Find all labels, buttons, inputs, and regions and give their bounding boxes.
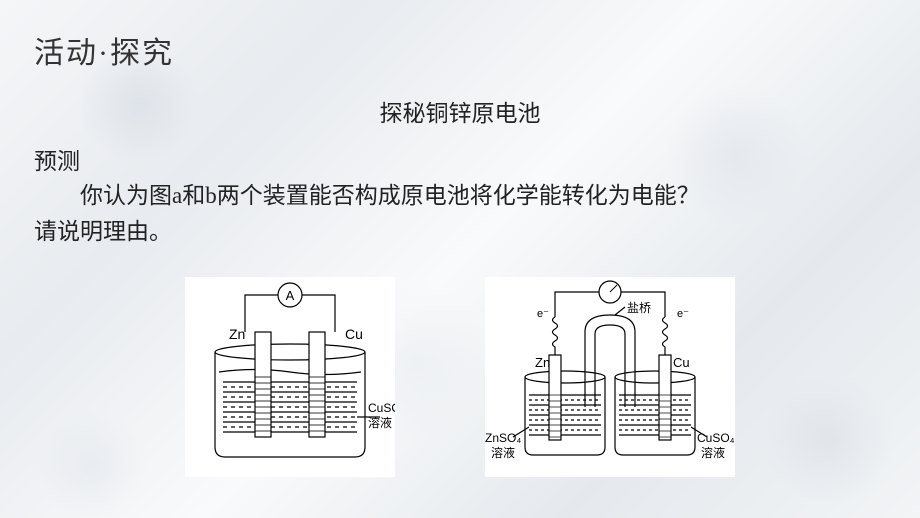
figure-a: A Zn Cu bbox=[185, 277, 395, 477]
sol-left-1: ZnSO₄ bbox=[485, 431, 521, 445]
cu-label-b: Cu bbox=[673, 355, 690, 370]
sol-right-2: 溶液 bbox=[701, 445, 725, 460]
zn-label-a: Zn bbox=[229, 326, 245, 342]
predict-label: 预测 bbox=[34, 142, 886, 176]
figure-b: e⁻ e⁻ Zn Cu 盐桥 bbox=[485, 277, 735, 477]
cu-label-a: Cu bbox=[345, 326, 363, 342]
body-line-1: 你认为图a和b两个装置能否构成原电池将化学能转化为电能？ bbox=[34, 178, 886, 214]
solution-label-a2: 溶液 bbox=[368, 415, 392, 430]
solution-label-a1: CuSO₄ bbox=[368, 401, 395, 415]
figure-a-svg: A Zn Cu bbox=[185, 277, 395, 477]
figures-row: A Zn Cu bbox=[34, 277, 886, 477]
slide-root: 活动·探究 探秘铜锌原电池 预测 你认为图a和b两个装置能否构成原电池将化学能转… bbox=[0, 0, 920, 518]
body-line-2: 请说明理由。 bbox=[34, 214, 886, 250]
meter-label: A bbox=[286, 288, 295, 303]
e-label-right: e⁻ bbox=[677, 308, 689, 320]
section-heading: 活动·探究 bbox=[34, 28, 886, 72]
figure-b-svg: e⁻ e⁻ Zn Cu 盐桥 bbox=[485, 277, 735, 477]
bridge-label: 盐桥 bbox=[627, 301, 651, 315]
sol-left-2: 溶液 bbox=[491, 445, 515, 460]
sol-right-1: CuSO₄ bbox=[697, 431, 735, 445]
zn-label-b: Zn bbox=[535, 355, 550, 370]
subtitle: 探秘铜锌原电池 bbox=[34, 94, 886, 128]
e-label-left: e⁻ bbox=[537, 308, 549, 320]
